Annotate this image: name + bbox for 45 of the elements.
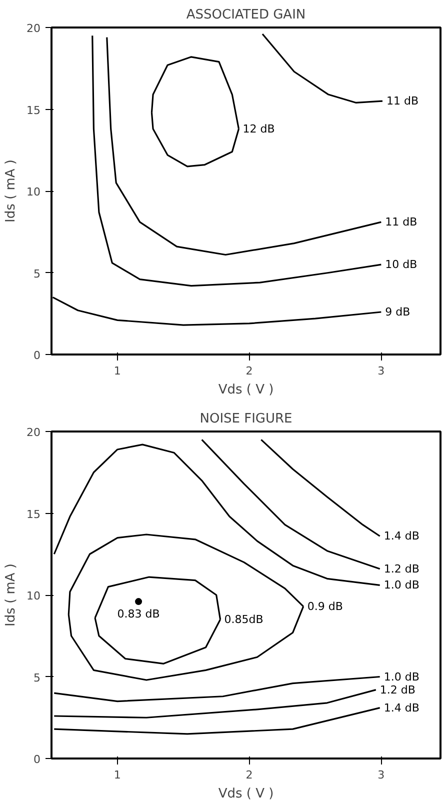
series-label: 1.0 dB (384, 670, 420, 684)
series-label: 1.2 dB (384, 562, 420, 576)
line-series (53, 676, 381, 702)
line-series (53, 689, 377, 718)
y-tick-label: 5 (34, 267, 40, 280)
series-label: 10 dB (385, 258, 418, 272)
y-tick-label: 10 (26, 590, 41, 602)
series-label: 1.4 dB (384, 530, 420, 543)
x-tick-label: 1 (114, 364, 121, 378)
x-tick-label: 3 (378, 768, 385, 782)
y-tick-label: 20 (26, 426, 41, 439)
line-series (53, 444, 381, 586)
series-label: 11 dB (385, 216, 418, 229)
y-axis-title: Ids ( mA ) (4, 160, 19, 222)
chart-title: NOISE FIGURE (200, 412, 292, 426)
line-series (106, 36, 382, 256)
series-label: 1.2 dB (380, 683, 416, 696)
y-tick-label: 15 (26, 104, 41, 117)
x-tick-label: 2 (246, 364, 253, 378)
x-tick-label: 2 (246, 768, 253, 782)
series-label: 12 dB (242, 122, 275, 136)
series-label: 0.83 dB (117, 608, 160, 621)
line-series (52, 296, 382, 326)
y-tick-label: 20 (26, 22, 41, 35)
series-label: 0.9 dB (307, 600, 343, 613)
line-series (201, 438, 381, 570)
x-axis-title: Vds ( V ) (218, 382, 274, 398)
y-tick-label: 0 (34, 753, 40, 766)
x-tick-label: 3 (378, 364, 385, 378)
line-series (92, 34, 382, 287)
series-label: 11 dB (386, 94, 419, 108)
x-axis-title: Vds ( V ) (218, 786, 274, 802)
line-series (262, 33, 384, 104)
y-tick-label: 10 (26, 186, 41, 198)
y-tick-label: 15 (26, 508, 41, 521)
series-label: 9 dB (385, 305, 410, 318)
y-axis-title: Ids ( mA ) (4, 564, 19, 626)
x-tick-label: 1 (114, 768, 121, 782)
y-tick-label: 5 (34, 671, 40, 684)
y-tick-label: 0 (34, 349, 40, 362)
series-label: 0.85dB (224, 613, 264, 626)
line-series (260, 438, 381, 537)
series-label: 1.0 dB (384, 578, 420, 592)
series-label: 1.4 dB (384, 701, 420, 714)
chart-title: ASSOCIATED GAIN (186, 8, 306, 22)
